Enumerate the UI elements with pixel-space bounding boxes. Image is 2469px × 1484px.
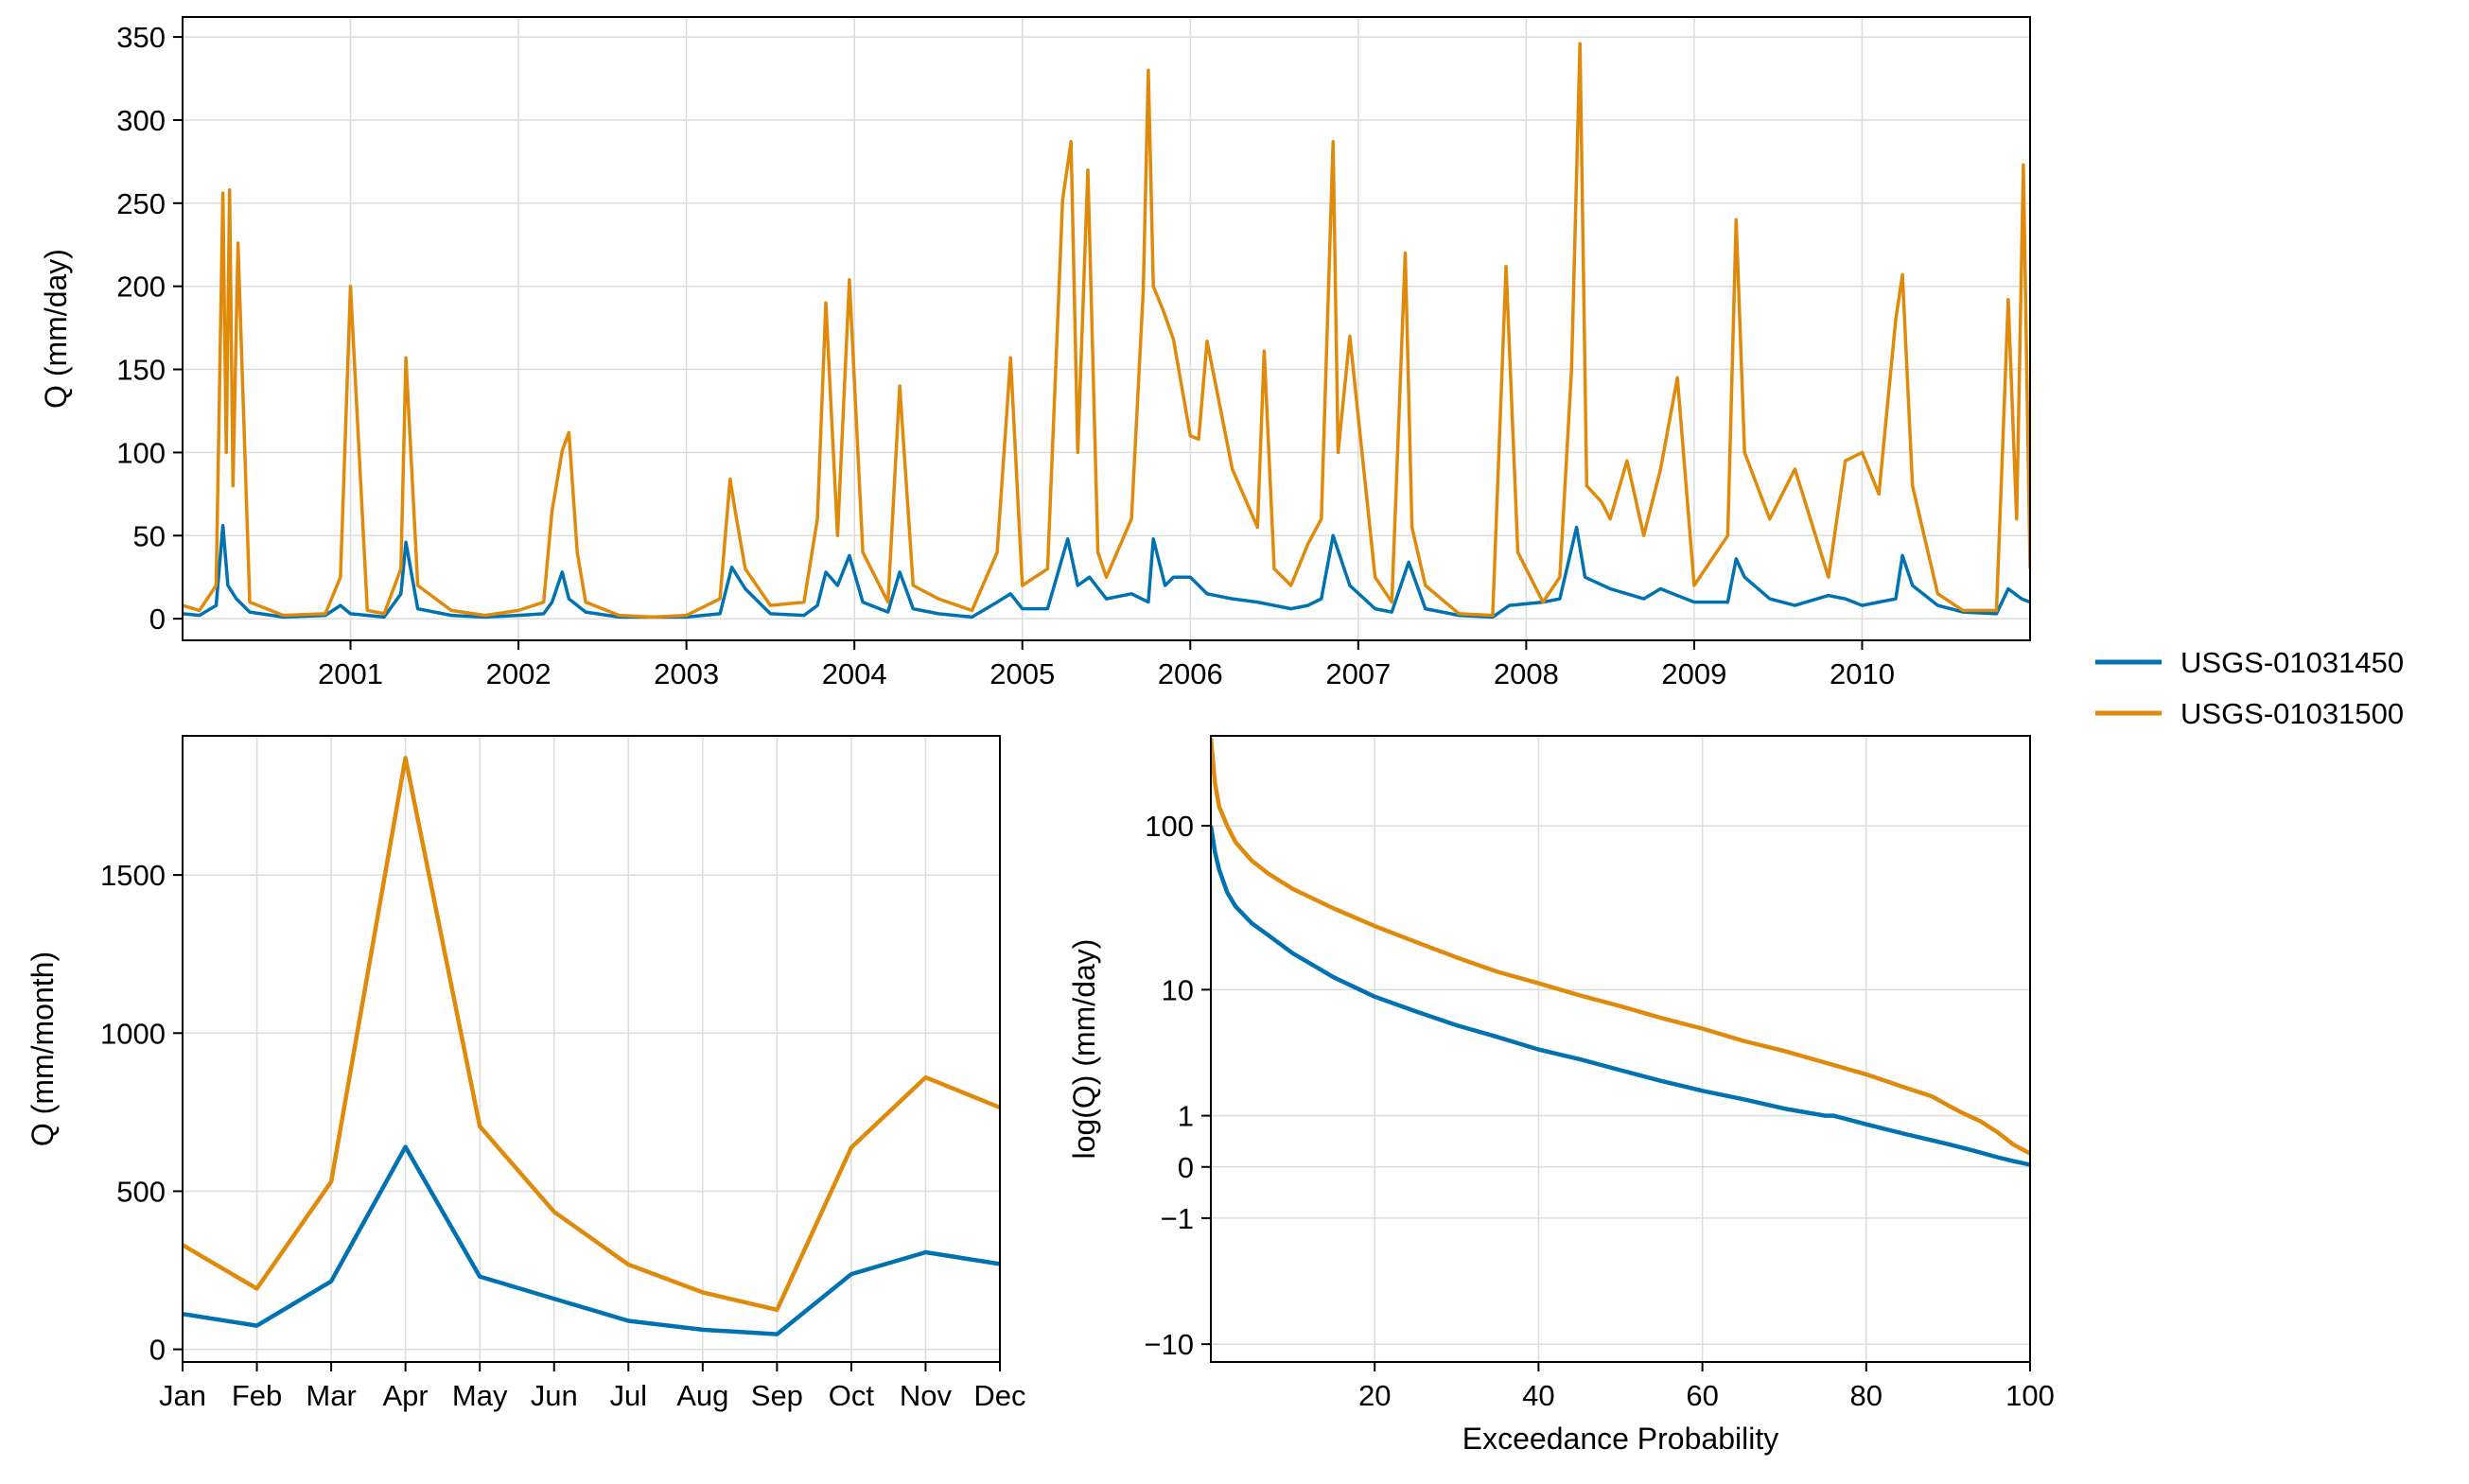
y-tick-label: 350 bbox=[116, 21, 166, 54]
legend: USGS-01031450 USGS-01031500 bbox=[2095, 646, 2404, 730]
x-tick-label: May bbox=[452, 1379, 508, 1412]
y-tick-label: 100 bbox=[116, 436, 166, 469]
timeseries-panel: 2001 2002 2003 2004 2005 2006 2007 2008 2009 2010… bbox=[39, 16, 2031, 690]
x-tick-label: 2010 bbox=[1830, 657, 1895, 690]
x-tick-label: Dec bbox=[973, 1379, 1025, 1412]
y-tick-label: 1 bbox=[1178, 1100, 1194, 1133]
x-tick-label: Feb bbox=[232, 1379, 282, 1412]
x-axis-label: Exceedance Probability bbox=[1462, 1422, 1778, 1456]
y-tick-label: 50 bbox=[133, 519, 166, 552]
x-tick-label: 40 bbox=[1522, 1379, 1554, 1412]
series-line-usgs-01031450 bbox=[1211, 825, 2030, 1167]
x-tick-label: Apr bbox=[383, 1379, 429, 1412]
x-tick-label: Mar bbox=[306, 1379, 356, 1412]
x-tick-label: 2002 bbox=[486, 657, 552, 690]
x-tick-label: Jun bbox=[531, 1379, 578, 1412]
series-line-usgs-01031500 bbox=[1211, 738, 2030, 1156]
legend-label: USGS-01031500 bbox=[2180, 697, 2404, 730]
x-tick-label: Sep bbox=[751, 1379, 803, 1412]
x-tick-label: 2006 bbox=[1158, 657, 1223, 690]
y-tick-label: 1000 bbox=[100, 1017, 166, 1050]
y-tick-label: 0 bbox=[149, 1334, 166, 1367]
x-tick-label: 2004 bbox=[822, 657, 887, 690]
x-tick-label: 2005 bbox=[989, 657, 1055, 690]
axes-frame bbox=[1210, 735, 2031, 1363]
x-tick-label: Jul bbox=[609, 1379, 647, 1412]
axes-frame bbox=[182, 735, 1001, 1363]
series-line-usgs-01031450 bbox=[183, 523, 2030, 620]
y-tick-label: −1 bbox=[1161, 1202, 1194, 1235]
monthly-panel: Jan Feb Mar Apr May Jun Jul Aug Sep Oct Nov Dec 0 500… bbox=[26, 735, 1026, 1412]
y-tick-label: 500 bbox=[116, 1175, 166, 1208]
y-tick-label: 100 bbox=[1145, 810, 1194, 843]
x-tick-label: 2008 bbox=[1494, 657, 1559, 690]
axes-frame bbox=[182, 16, 2031, 641]
x-tick-label: 2001 bbox=[318, 657, 383, 690]
x-tick-label: 2003 bbox=[654, 657, 719, 690]
x-tick-label: Jan bbox=[159, 1379, 206, 1412]
x-tick-label: Aug bbox=[676, 1379, 728, 1412]
y-axis-label: Q (mm/day) bbox=[39, 249, 73, 409]
y-axis-label: Q (mm/month) bbox=[26, 952, 60, 1146]
x-tick-label: 20 bbox=[1358, 1379, 1391, 1412]
x-tick-label: 2007 bbox=[1325, 657, 1391, 690]
y-tick-label: 250 bbox=[116, 187, 166, 220]
y-tick-label: 300 bbox=[116, 104, 166, 137]
series-line-usgs-01031450 bbox=[183, 1144, 1000, 1336]
y-tick-label: 10 bbox=[1162, 973, 1194, 1006]
y-tick-label: 150 bbox=[116, 354, 166, 387]
x-tick-label: 80 bbox=[1850, 1379, 1882, 1412]
series-line-usgs-01031500 bbox=[183, 756, 1000, 1313]
x-tick-label: Nov bbox=[900, 1379, 953, 1412]
series-line-usgs-01031500 bbox=[183, 42, 2030, 620]
y-axis-label: log(Q) (mm/day) bbox=[1067, 939, 1101, 1160]
x-tick-label: 60 bbox=[1686, 1379, 1718, 1412]
legend-label: USGS-01031450 bbox=[2180, 646, 2404, 679]
y-tick-label: 200 bbox=[116, 271, 166, 304]
x-tick-label: 100 bbox=[2005, 1379, 2055, 1412]
x-tick-label: Oct bbox=[829, 1379, 875, 1412]
y-tick-label: 1500 bbox=[100, 859, 166, 892]
y-tick-label: 0 bbox=[1178, 1151, 1194, 1184]
x-tick-label: 2009 bbox=[1661, 657, 1726, 690]
y-tick-label: 0 bbox=[149, 602, 166, 636]
y-tick-label: −10 bbox=[1144, 1328, 1194, 1361]
